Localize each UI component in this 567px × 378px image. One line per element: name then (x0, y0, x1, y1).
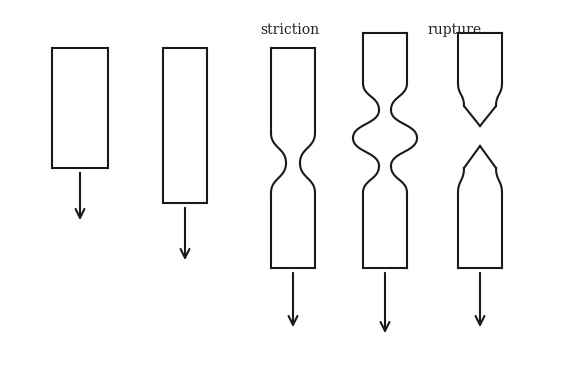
Text: striction: striction (260, 23, 320, 37)
Bar (52, 48, 108, 168)
Bar (163, 48, 207, 203)
Text: rupture: rupture (428, 23, 482, 37)
